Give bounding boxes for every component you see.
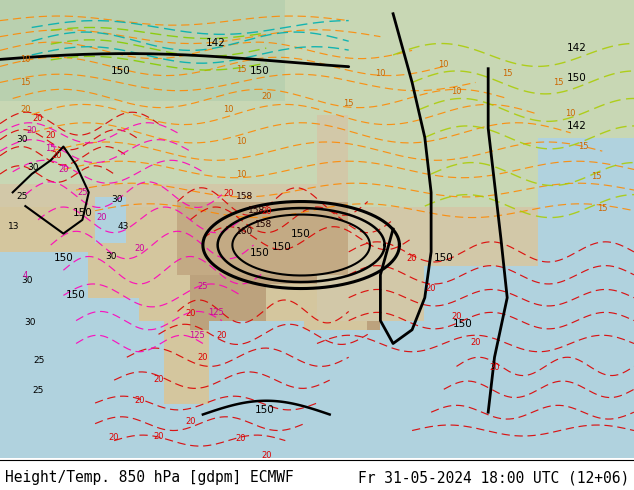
Text: 13: 13 bbox=[8, 222, 20, 231]
Text: 10: 10 bbox=[451, 87, 462, 96]
Text: 20: 20 bbox=[134, 244, 145, 253]
Text: 150: 150 bbox=[291, 228, 311, 239]
Text: 158: 158 bbox=[235, 193, 253, 201]
Text: 150: 150 bbox=[255, 405, 275, 415]
Text: 10: 10 bbox=[236, 170, 246, 178]
Text: 25: 25 bbox=[16, 193, 28, 201]
Text: 20: 20 bbox=[185, 417, 195, 426]
Text: 125: 125 bbox=[189, 331, 204, 340]
Text: 125: 125 bbox=[208, 308, 223, 317]
Text: 20: 20 bbox=[46, 131, 56, 140]
Text: 25: 25 bbox=[198, 282, 208, 291]
Text: 150: 150 bbox=[110, 66, 131, 76]
Text: 30: 30 bbox=[16, 135, 28, 144]
Text: 20: 20 bbox=[109, 433, 119, 442]
Text: 15: 15 bbox=[236, 65, 246, 74]
Text: 30: 30 bbox=[105, 252, 117, 261]
Text: 30: 30 bbox=[25, 318, 36, 327]
Text: 150: 150 bbox=[434, 253, 454, 263]
Text: 20: 20 bbox=[261, 207, 271, 216]
Text: 142: 142 bbox=[567, 121, 587, 131]
Text: 25: 25 bbox=[32, 386, 44, 395]
Text: 150: 150 bbox=[66, 290, 86, 300]
Text: 20: 20 bbox=[236, 434, 246, 443]
Text: Height/Temp. 850 hPa [gdpm] ECMWF: Height/Temp. 850 hPa [gdpm] ECMWF bbox=[5, 470, 294, 485]
Text: 150: 150 bbox=[272, 243, 292, 252]
Text: 158: 158 bbox=[248, 206, 266, 215]
Text: 20: 20 bbox=[33, 114, 43, 122]
Text: 10: 10 bbox=[236, 138, 246, 147]
Text: 20: 20 bbox=[261, 451, 271, 460]
Text: 25: 25 bbox=[34, 356, 45, 366]
Text: 20: 20 bbox=[470, 338, 481, 347]
Text: 20: 20 bbox=[261, 92, 271, 100]
Text: 150: 150 bbox=[250, 248, 270, 258]
Text: 20: 20 bbox=[96, 213, 107, 222]
Text: 20: 20 bbox=[451, 313, 462, 321]
Text: 10: 10 bbox=[566, 109, 576, 118]
Text: 25: 25 bbox=[77, 188, 87, 197]
Text: 20: 20 bbox=[134, 396, 145, 405]
Text: 150: 150 bbox=[567, 73, 587, 83]
Text: 20: 20 bbox=[20, 105, 30, 115]
Text: 20: 20 bbox=[185, 309, 195, 318]
Text: 20: 20 bbox=[58, 165, 68, 174]
Text: 150: 150 bbox=[72, 208, 93, 218]
Text: 4: 4 bbox=[23, 271, 28, 280]
Text: 160: 160 bbox=[235, 227, 253, 236]
Text: 20: 20 bbox=[217, 331, 227, 340]
Text: 15: 15 bbox=[578, 142, 588, 151]
Text: 20: 20 bbox=[198, 353, 208, 362]
Text: 43: 43 bbox=[118, 222, 129, 231]
Text: 20: 20 bbox=[27, 126, 37, 135]
Text: 20: 20 bbox=[407, 254, 417, 263]
Text: 150: 150 bbox=[453, 319, 473, 329]
Text: 20: 20 bbox=[52, 151, 62, 160]
Text: 30: 30 bbox=[21, 276, 32, 285]
Text: 10: 10 bbox=[223, 105, 233, 115]
Text: 30: 30 bbox=[112, 195, 123, 204]
Text: 150: 150 bbox=[250, 66, 270, 76]
Text: 142: 142 bbox=[205, 38, 226, 48]
Text: 15: 15 bbox=[46, 145, 56, 153]
Text: Fr 31-05-2024 18:00 UTC (12+06): Fr 31-05-2024 18:00 UTC (12+06) bbox=[358, 470, 629, 485]
Text: 15: 15 bbox=[597, 204, 607, 213]
Text: 20: 20 bbox=[223, 189, 233, 198]
Text: 20: 20 bbox=[489, 363, 500, 372]
Text: 15: 15 bbox=[20, 78, 30, 87]
Text: 150: 150 bbox=[53, 253, 74, 263]
Text: 142: 142 bbox=[567, 43, 587, 53]
Text: 10: 10 bbox=[375, 69, 385, 78]
Text: 10: 10 bbox=[439, 60, 449, 69]
Text: 15: 15 bbox=[591, 172, 601, 181]
Text: 15: 15 bbox=[502, 69, 512, 78]
Text: 10: 10 bbox=[20, 55, 30, 64]
Text: 15: 15 bbox=[344, 98, 354, 107]
Text: 30: 30 bbox=[27, 163, 39, 172]
Text: 20: 20 bbox=[153, 375, 164, 384]
Text: 20: 20 bbox=[426, 284, 436, 293]
Text: 20: 20 bbox=[153, 432, 164, 441]
Text: 158: 158 bbox=[254, 220, 272, 229]
Text: 15: 15 bbox=[553, 78, 563, 87]
